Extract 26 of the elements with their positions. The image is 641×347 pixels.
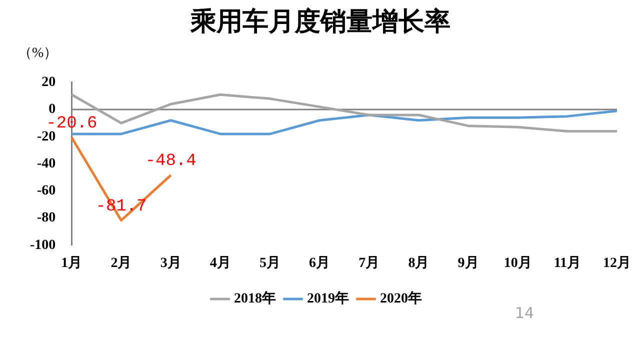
y-tick-label: 20	[42, 75, 56, 90]
x-tick-label: 10月	[504, 256, 532, 272]
y-tick-label: 0	[48, 102, 56, 118]
x-tick-label: 8月	[408, 256, 430, 272]
x-tick-label: 4月	[210, 256, 231, 272]
x-tick-label: 1月	[61, 256, 82, 272]
x-tick-label: 11月	[554, 256, 582, 272]
y-tick-label: -80	[36, 210, 56, 226]
chart-title: 乘用车月度销量增长率	[189, 6, 452, 39]
legend-label: 2018年	[234, 290, 276, 307]
x-tick-label: 9月	[458, 256, 479, 272]
data-label: -48.4	[145, 152, 196, 172]
y-tick-label: -40	[36, 156, 56, 172]
x-tick-label: 7月	[358, 256, 380, 272]
y-tick-label: -60	[36, 184, 56, 199]
x-tick-label: 2月	[110, 256, 132, 272]
x-tick-label: 5月	[259, 256, 280, 272]
x-tick-label: 6月	[309, 256, 330, 272]
text: 14	[515, 304, 534, 322]
y-tick-label: -20	[36, 129, 56, 144]
legend-label: 2019年	[307, 290, 349, 307]
x-tick-label: 3月	[160, 256, 182, 272]
y-axis-title: （%）	[18, 45, 58, 62]
y-tick-label: -100	[30, 238, 56, 253]
legend-label: 2020年	[380, 290, 422, 307]
x-tick-label: 12月	[603, 256, 631, 272]
